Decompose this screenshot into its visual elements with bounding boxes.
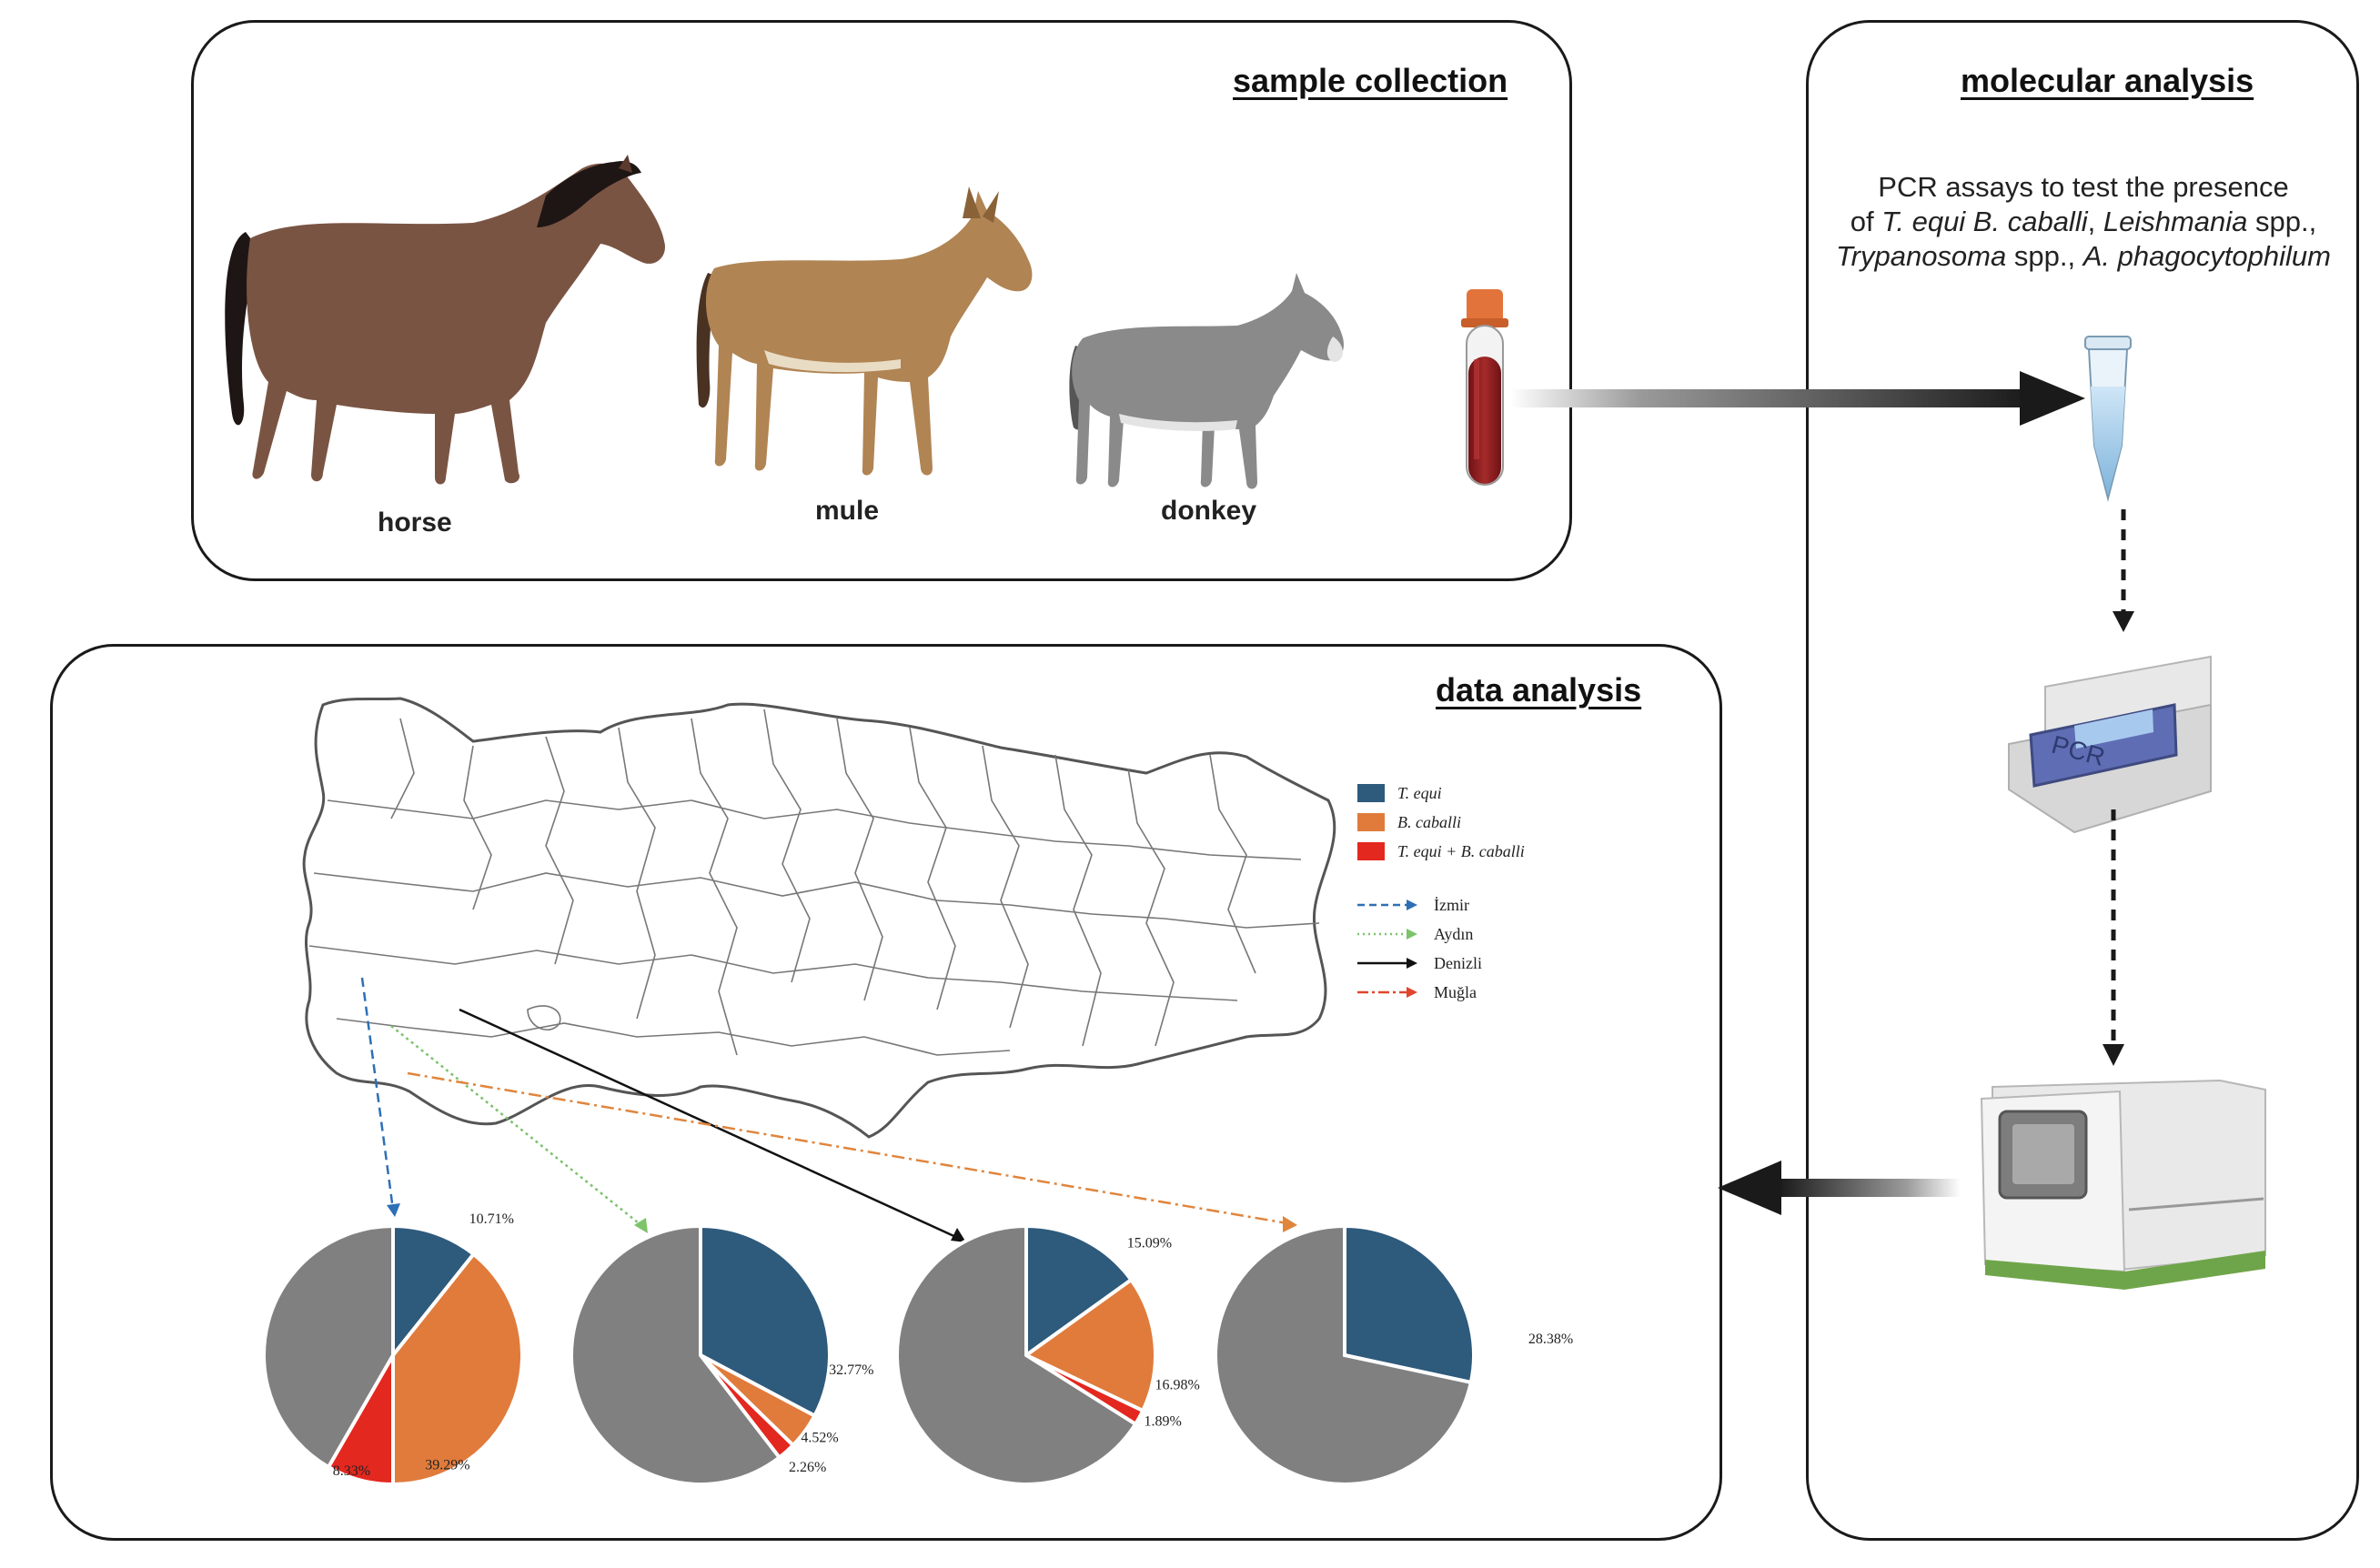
mule-ears <box>963 186 999 223</box>
province-borders <box>308 709 1320 1056</box>
arrow-to-molecular <box>1510 371 2085 426</box>
horse-illustration <box>225 155 665 485</box>
data-analysis-title: data analysis <box>1436 671 1642 709</box>
pie-0-label-2: 8.33% <box>333 1463 370 1479</box>
lake-icon <box>527 1005 561 1031</box>
legend-arrowhead-2 <box>1407 958 1417 969</box>
pie-2-label-0: 15.09% <box>1127 1235 1172 1251</box>
pie-2-slice-1 <box>1023 1277 1157 1413</box>
mule-belly <box>764 350 901 373</box>
pie-1-label-2: 2.26% <box>789 1460 826 1475</box>
legend-arrowhead-0 <box>1407 900 1417 910</box>
legend-arrowhead-1 <box>1407 929 1417 940</box>
dashed-arrow-2-head <box>2103 1044 2124 1066</box>
mule-body <box>705 191 1033 476</box>
legend-region-label-2: Denizli <box>1434 954 1482 972</box>
turkey-outline <box>302 697 1336 1139</box>
turkey-map <box>302 697 1336 1139</box>
arrow-to-data-analysis <box>1718 1161 1961 1215</box>
mugla-connector-head <box>1283 1216 1297 1232</box>
sample-collection-title: sample collection <box>1233 62 1508 99</box>
pie-chart-2: 15.09% 16.98% 1.89% <box>895 1223 1200 1486</box>
eppendorf-tube-icon <box>2084 336 2132 502</box>
pie-chart-1: 32.77% 4.52% 2.26% <box>570 1223 874 1486</box>
pie-2-slice-0 <box>1024 1223 1135 1359</box>
aydin-connector <box>390 1025 643 1227</box>
pie-3-slice-0 <box>1343 1223 1476 1385</box>
pie-1-label-1: 4.52% <box>801 1431 838 1446</box>
legend-region-label-0: İzmir <box>1434 896 1469 914</box>
pie-2-label-2: 1.89% <box>1144 1414 1181 1430</box>
pie-0-slice-0 <box>391 1223 477 1361</box>
pie-3-slice-3 <box>1214 1223 1474 1486</box>
izmir-connector-head <box>387 1203 400 1217</box>
dashed-arrow-1-head <box>2113 611 2134 632</box>
mule-label: mule <box>815 496 880 526</box>
pie-charts: 10.71%39.29%8.33%32.77%4.52%2.26%15.09%1… <box>262 1211 1573 1487</box>
legend-arrowhead-3 <box>1407 987 1417 998</box>
pie-2-slice-3 <box>895 1223 1138 1486</box>
pie-0-label-0: 10.71% <box>469 1211 514 1227</box>
legend-species-label-0: T. equi <box>1397 784 1442 802</box>
pcr-text-line3: Trypanosoma spp., A. phagocytophilum <box>1836 240 2331 272</box>
pie-3-label-0: 28.38% <box>1528 1332 1573 1347</box>
blood-tube-icon <box>1461 289 1508 486</box>
donkey-illustration <box>1069 273 1344 489</box>
pie-1-label-0: 32.77% <box>829 1362 873 1378</box>
aydin-connector-head <box>634 1218 648 1233</box>
legend-region-label-3: Muğla <box>1434 983 1477 1001</box>
donkey-body <box>1072 273 1344 489</box>
sequencer-icon <box>1980 1079 2266 1290</box>
pie-0-slice-1 <box>391 1251 524 1487</box>
pie-chart-3: 28.38% <box>1214 1223 1573 1486</box>
pie-chart-0: 10.71% 39.29% 8.33% <box>262 1211 524 1487</box>
region-connectors <box>360 977 1297 1242</box>
pie-2-label-1: 16.98% <box>1155 1378 1200 1393</box>
mugla-connector <box>407 1071 1288 1225</box>
pcr-assay-description: PCR assays to test the presence of T. eq… <box>1806 170 2361 274</box>
mule-illustration <box>696 186 1033 476</box>
map-legend: T. equi B. caballi T. equi + B. caballi İzm… <box>1357 784 1525 1001</box>
legend-swatch-0 <box>1357 784 1385 802</box>
pie-0-slice-3 <box>262 1223 395 1470</box>
pie-1-slice-0 <box>699 1223 832 1419</box>
izmir-connector <box>360 977 395 1211</box>
pie-0-label-1: 39.29% <box>425 1458 469 1473</box>
donkey-label: donkey <box>1161 496 1257 526</box>
pcr-machine-icon: PCR <box>2008 655 2212 834</box>
pie-1-slice-3 <box>570 1223 782 1486</box>
legend-region-label-1: Aydın <box>1434 925 1473 943</box>
legend-swatch-2 <box>1357 842 1385 860</box>
legend-species-label-2: T. equi + B. caballi <box>1397 842 1525 860</box>
mule-tail <box>696 273 721 408</box>
legend-species-label-1: B. caballi <box>1397 813 1461 831</box>
pcr-text-line2: of T. equi B. caballi, Leishmania spp., <box>1850 206 2317 237</box>
pcr-text-line1: PCR assays to test the presence <box>1878 171 2289 203</box>
horse-mane <box>537 161 641 227</box>
horse-label: horse <box>378 508 452 538</box>
donkey-muzzle <box>1326 337 1343 362</box>
donkey-belly <box>1119 414 1237 431</box>
horse-body <box>247 163 665 485</box>
denizli-connector-head <box>951 1228 966 1242</box>
horse-ear <box>619 155 632 173</box>
legend-swatch-1 <box>1357 813 1385 831</box>
molecular-analysis-title: molecular analysis <box>1961 62 2254 99</box>
